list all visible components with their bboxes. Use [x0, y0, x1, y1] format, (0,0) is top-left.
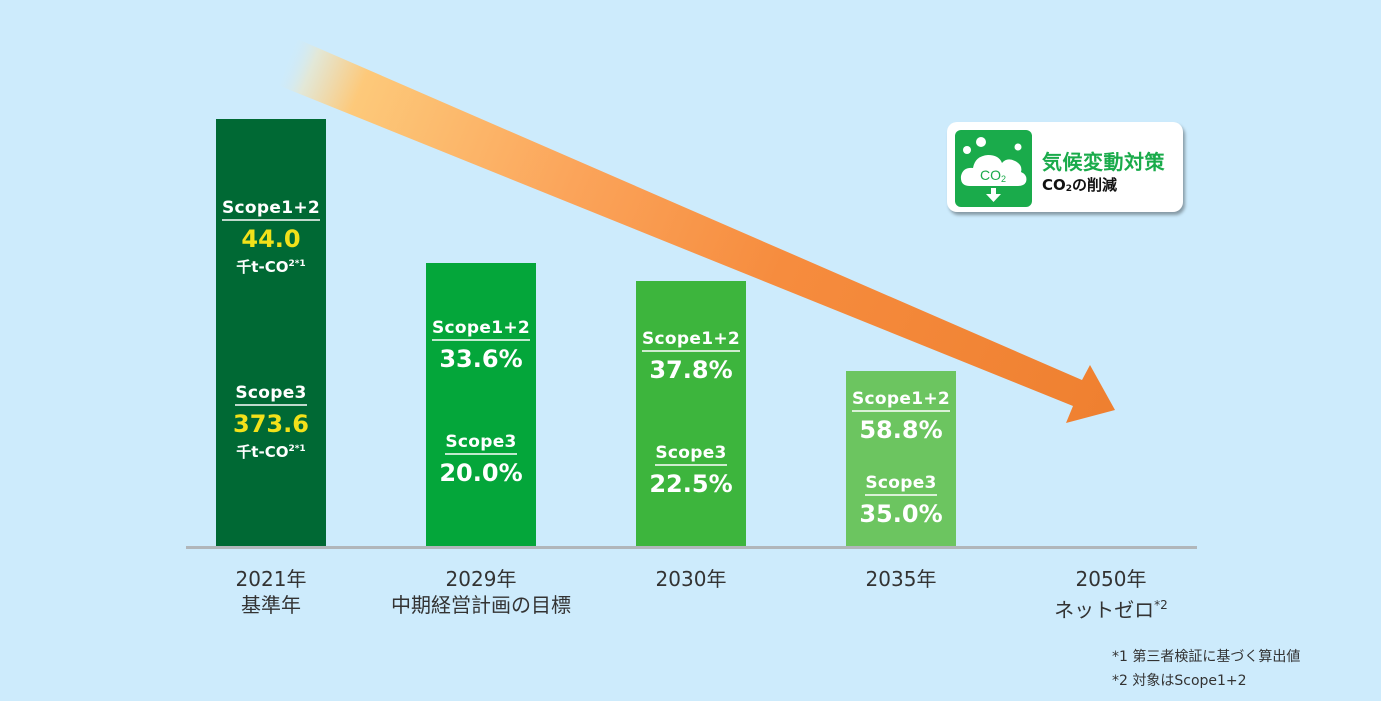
xlabel-2021: 2021年 基準年 [235, 567, 307, 617]
scope12-unit: 千t-CO2*1 [236, 258, 306, 276]
scope12-label: Scope1+2 [852, 389, 950, 412]
xlabel-2030: 2030年 [655, 567, 727, 591]
bar-2029: Scope1+2 33.6% Scope3 20.0% [426, 263, 536, 547]
footnote-1: *1 第三者検証に基づく算出値 [1112, 649, 1301, 665]
bar-2021: Scope1+2 44.0 千t-CO2*1 Scope3 373.6 千t-C… [216, 119, 326, 547]
scope12-value: 44.0 [241, 225, 301, 253]
climate-action-badge: CO2 気候変動対策 CO2の削減 [947, 122, 1183, 212]
scope3-value: 20.0% [439, 459, 523, 487]
scope3-label: Scope3 [235, 383, 307, 406]
xlabel-2050: 2050年 ネットゼロ*2 [1054, 567, 1168, 622]
scope3-label: Scope3 [445, 432, 517, 455]
scope12-value: 33.6% [439, 345, 523, 373]
scope3-label: Scope3 [865, 473, 937, 496]
scope12-label: Scope1+2 [222, 198, 320, 221]
co2-cloud-icon: CO2 [955, 130, 1032, 207]
svg-text:CO2: CO2 [980, 167, 1006, 184]
xlabel-2035: 2035年 [865, 567, 937, 591]
x-axis-baseline [186, 546, 1197, 549]
scope12-value: 37.8% [649, 356, 733, 384]
xlabel-2029: 2029年 中期経営計画の目標 [391, 567, 571, 617]
bar-2035: Scope1+2 58.8% Scope3 35.0% [846, 371, 956, 547]
bar-2030: Scope1+2 37.8% Scope3 22.5% [636, 281, 746, 547]
scope3-value: 373.6 [233, 410, 309, 438]
scope3-label: Scope3 [655, 443, 727, 466]
scope3-value: 35.0% [859, 500, 943, 528]
footnotes: *1 第三者検証に基づく算出値 *2 対象はScope1+2 [1112, 645, 1300, 693]
scope12-label: Scope1+2 [642, 329, 740, 352]
scope3-value: 22.5% [649, 470, 733, 498]
scope12-label: Scope1+2 [432, 318, 530, 341]
scope3-unit: 千t-CO2*1 [236, 443, 306, 461]
badge-subtitle: CO2の削減 [1042, 176, 1118, 194]
scope12-value: 58.8% [859, 416, 943, 444]
badge-title: 気候変動対策 [1042, 150, 1165, 174]
footnote-2: *2 対象はScope1+2 [1112, 673, 1247, 689]
